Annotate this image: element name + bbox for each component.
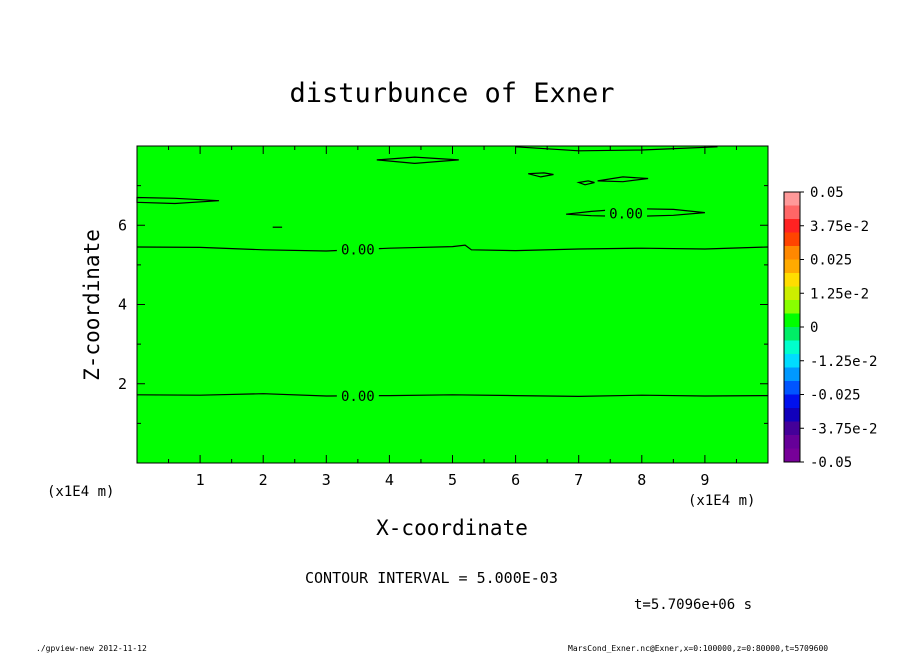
colorbar-swatch [784,219,800,233]
colorbar-swatch [784,354,800,368]
colorbar-swatch [784,421,800,436]
colorbar-swatch [784,435,800,449]
contour-label: 0.00 [609,207,643,223]
chart-title: disturbunce of Exner [289,78,614,109]
x-unit-label-right: (x1E4 m) [688,493,755,509]
colorbar-swatch [784,313,800,328]
y-tick-label: 4 [118,296,127,314]
axis-ticks: 1 2 3 4 5 6 7 8 9 2 4 6 [118,146,768,489]
x-tick-label: 3 [322,471,331,489]
colorbar: 0.05 3.75e-2 0.025 1.25e-2 0 -1.25e-2 -0.025 -3… [783,185,877,471]
colorbar-label: 3.75e-2 [810,219,869,235]
contour-layer: 0.00 0.00 0.00 [136,146,769,405]
colorbar-swatch [784,448,800,463]
y-tick-label: 6 [118,216,127,234]
contour-line [376,156,459,165]
x-tick-label: 4 [385,471,394,489]
colorbar-swatch [784,394,800,409]
colorbar-swatch [784,273,800,287]
colorbar-label: 0.025 [810,253,852,269]
x-tick-label: 8 [637,471,646,489]
footer-left: ./gpview-new 2012-11-12 [36,644,147,653]
colorbar-swatch [784,205,800,220]
colorbar-label: 1.25e-2 [810,286,869,302]
contour-label: 0.00 [341,243,375,259]
contour-line [136,244,769,252]
contour-label-bg [605,205,648,222]
x-tick-label: 6 [511,471,520,489]
colorbar-swatch [784,286,800,301]
contour-label-bg [336,387,379,404]
colorbar-label: -0.025 [810,388,861,404]
y-axis-label: Z-coordinate [80,229,104,381]
x-tick-label: 2 [259,471,268,489]
colorbar-swatch [784,367,800,382]
colorbar-label: -0.05 [810,455,852,471]
colorbar-swatch [784,232,800,247]
colorbar-label: -3.75e-2 [810,421,877,437]
x-tick-label: 1 [196,471,205,489]
colorbar-swatch [784,192,800,206]
y-tick-label: 2 [118,375,127,393]
contour-line [528,172,554,178]
colorbar-swatch [784,246,800,260]
contour-line [136,393,769,398]
plot-area [136,145,769,464]
x-axis-label: X-coordinate [376,516,528,540]
colorbar-swatch [784,259,800,274]
footer-right: MarsCond_Exner.nc@Exner,x=0:100000,z=0:8… [568,644,828,653]
x-unit-label-left: (x1E4 m) [47,484,114,500]
colorbar-swatch [784,340,800,355]
colorbar-label: 0 [810,320,818,336]
time-stamp: t=5.7096e+06 s [634,597,752,613]
contour-line [576,180,595,186]
x-tick-label: 7 [574,471,583,489]
colorbar-swatch [784,381,800,395]
colorbar-label: 0.05 [810,185,844,201]
contour-label: 0.00 [341,389,375,405]
contour-line [136,196,220,205]
contour-interval-note: CONTOUR INTERVAL = 5.000E-03 [305,569,558,587]
colorbar-swatch [784,327,800,341]
contour-label-bg [336,241,379,258]
x-tick-label: 9 [700,471,709,489]
colorbar-swatch [784,408,800,422]
colorbar-swatch [784,300,800,314]
contour-line [566,207,705,218]
contour-line [597,176,649,183]
x-tick-label: 5 [448,471,457,489]
colorbar-label: -1.25e-2 [810,354,877,370]
